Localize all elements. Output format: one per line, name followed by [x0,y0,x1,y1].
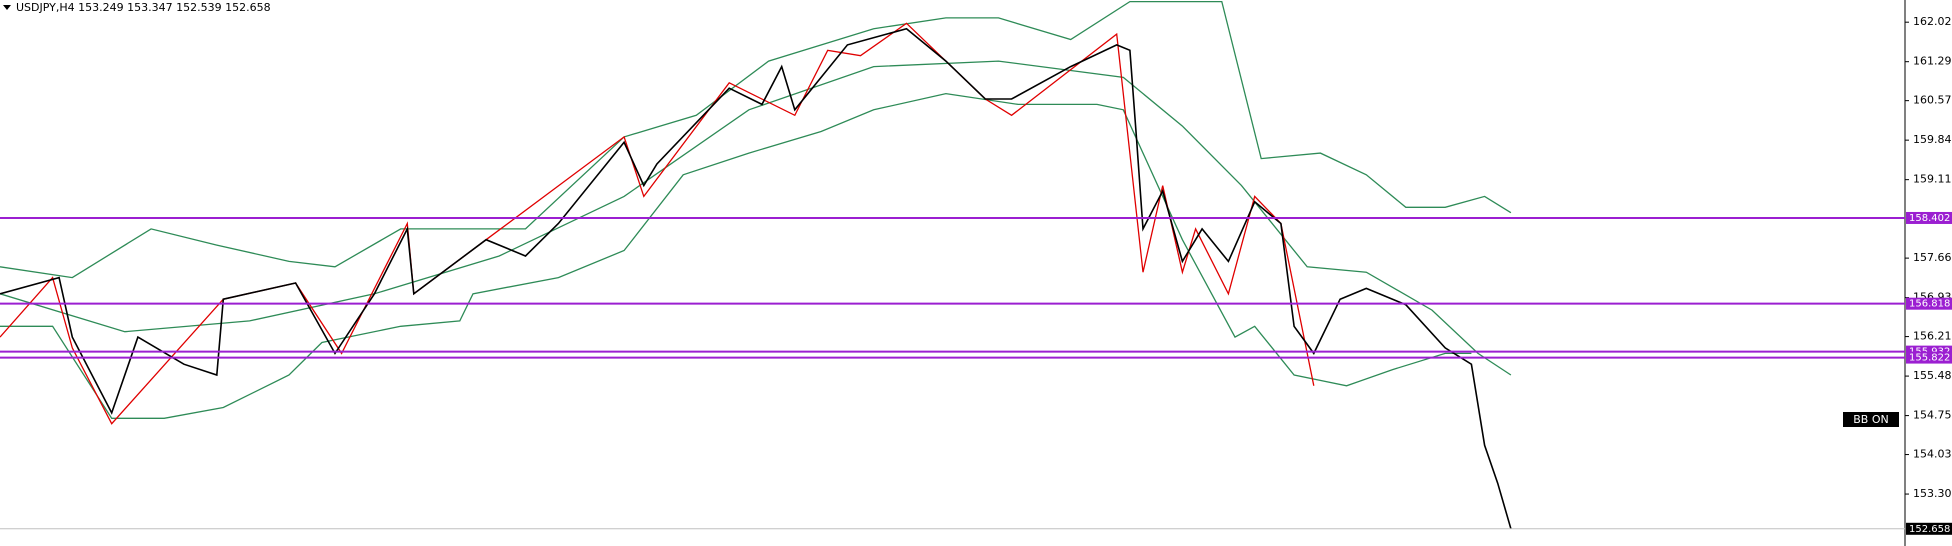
level-label: 155.822 [1909,353,1950,364]
level-tag [1906,211,1952,224]
y-tick-label: 153.300 [1913,487,1952,500]
last-price-label: 152.658 [1909,524,1950,535]
last-price-tag [1906,522,1952,535]
badge: BB ON [1853,413,1888,426]
y-tick-label: 155.480 [1913,369,1952,382]
level-tag [1906,351,1952,364]
y-tick-label: 159.840 [1913,133,1952,146]
chart-title: USDJPY,H4 153.249 153.347 152.539 152.65… [16,1,271,14]
y-tick-label: 162.020 [1913,15,1952,28]
y-tick-label: 156.210 [1913,330,1952,343]
series-line [0,92,1472,419]
y-tick-label: 154.030 [1913,448,1952,461]
level-tag [1906,297,1952,310]
level-label: 158.402 [1909,213,1950,224]
level-label: 156.818 [1909,299,1950,310]
y-tick-label: 159.110 [1913,173,1952,186]
menu-triangle[interactable] [3,5,11,10]
badge-box [1843,412,1899,427]
y-tick-label: 161.290 [1913,55,1952,68]
series-line [0,0,1512,279]
y-tick-label: 160.570 [1913,94,1952,107]
y-tick-label: 154.750 [1913,409,1952,422]
y-tick-label: 157.660 [1913,251,1952,264]
series-line [0,22,1315,425]
series-line [0,27,1512,530]
